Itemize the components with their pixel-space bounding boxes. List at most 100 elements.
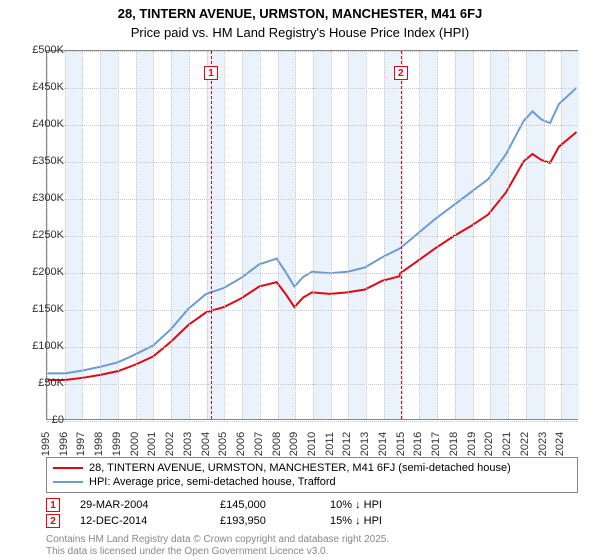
gridline-vertical — [544, 51, 545, 419]
gridline-horizontal — [47, 88, 577, 89]
plot-area: 12 — [46, 50, 578, 420]
gridline-vertical — [313, 51, 314, 419]
x-tick-label: 1999 — [111, 432, 123, 456]
x-tick-label: 2003 — [182, 432, 194, 456]
x-tick-label: 2014 — [377, 432, 389, 456]
event-row: 212-DEC-2014£193,95015% ↓ HPI — [46, 513, 578, 529]
y-tick-label: £450K — [22, 81, 64, 93]
y-tick-label: £0 — [22, 414, 64, 426]
footer-line2: This data is licensed under the Open Gov… — [46, 546, 389, 558]
x-tick-label: 2023 — [537, 432, 549, 456]
gridline-horizontal — [47, 125, 577, 126]
gridline-vertical — [278, 51, 279, 419]
event-marker-line — [401, 51, 402, 419]
event-price: £145,000 — [220, 499, 330, 511]
gridline-vertical — [366, 51, 367, 419]
gridline-vertical — [65, 51, 66, 419]
gridline-vertical — [153, 51, 154, 419]
x-tick-label: 2005 — [217, 432, 229, 456]
event-diff: 15% ↓ HPI — [330, 515, 430, 527]
x-tick-label: 2010 — [306, 432, 318, 456]
x-tick-label: 2017 — [430, 432, 442, 456]
x-tick-label: 2024 — [554, 432, 566, 456]
x-tick-label: 2002 — [164, 432, 176, 456]
y-tick-label: £350K — [22, 155, 64, 167]
gridline-vertical — [419, 51, 420, 419]
x-tick-label: 2020 — [483, 432, 495, 456]
legend-label: HPI: Average price, semi-detached house,… — [89, 476, 336, 488]
event-id-box: 1 — [46, 498, 60, 512]
x-tick-label: 2007 — [253, 432, 265, 456]
footer-attribution: Contains HM Land Registry data © Crown c… — [46, 534, 389, 558]
event-marker-box: 1 — [204, 66, 218, 80]
event-table: 1 29-MAR-2004£145,00010% ↓ HPI 2 12-DEC-201… — [46, 497, 578, 529]
x-tick-label: 2013 — [359, 432, 371, 456]
event-id-box: 2 — [46, 514, 60, 528]
gridline-vertical — [561, 51, 562, 419]
gridline-vertical — [490, 51, 491, 419]
gridline-vertical — [171, 51, 172, 419]
legend-row: HPI: Average price, semi-detached house,… — [53, 475, 571, 489]
y-tick-label: £300K — [22, 192, 64, 204]
line-series-svg — [47, 51, 577, 419]
event-diff: 10% ↓ HPI — [330, 499, 430, 511]
gridline-horizontal — [47, 384, 577, 385]
event-marker-box: 2 — [394, 66, 408, 80]
event-date: 12-DEC-2014 — [80, 515, 220, 527]
legend-swatch — [53, 467, 83, 469]
x-tick-label: 1998 — [93, 432, 105, 456]
legend-swatch — [53, 481, 83, 483]
gridline-horizontal — [47, 236, 577, 237]
gridline-vertical — [402, 51, 403, 419]
chart-subtitle: Price paid vs. HM Land Registry's House … — [0, 23, 600, 40]
gridline-horizontal — [47, 199, 577, 200]
gridline-vertical — [260, 51, 261, 419]
x-tick-label: 2006 — [235, 432, 247, 456]
gridline-vertical — [224, 51, 225, 419]
gridline-horizontal — [47, 347, 577, 348]
x-tick-label: 2004 — [200, 432, 212, 456]
gridline-horizontal — [47, 310, 577, 311]
gridline-vertical — [526, 51, 527, 419]
x-tick-label: 2011 — [324, 432, 336, 456]
gridline-vertical — [189, 51, 190, 419]
gridline-vertical — [100, 51, 101, 419]
x-tick-label: 2008 — [271, 432, 283, 456]
legend-row: 28, TINTERN AVENUE, URMSTON, MANCHESTER,… — [53, 461, 571, 475]
gridline-vertical — [207, 51, 208, 419]
x-tick-label: 1995 — [40, 432, 52, 456]
gridline-horizontal — [47, 421, 577, 422]
series-hpi — [47, 88, 576, 374]
x-tick-label: 2015 — [395, 432, 407, 456]
x-tick-label: 2022 — [519, 432, 531, 456]
gridline-vertical — [508, 51, 509, 419]
x-tick-label: 1996 — [58, 432, 70, 456]
y-tick-label: £200K — [22, 266, 64, 278]
event-date: 29-MAR-2004 — [80, 499, 220, 511]
gridline-vertical — [331, 51, 332, 419]
gridline-vertical — [118, 51, 119, 419]
chart-container: 28, TINTERN AVENUE, URMSTON, MANCHESTER,… — [0, 0, 600, 560]
gridline-vertical — [455, 51, 456, 419]
legend-label: 28, TINTERN AVENUE, URMSTON, MANCHESTER,… — [89, 462, 511, 474]
event-marker-line — [211, 51, 212, 419]
y-tick-label: £100K — [22, 340, 64, 352]
event-row: 1 29-MAR-2004£145,00010% ↓ HPI — [46, 497, 578, 513]
x-tick-label: 2009 — [288, 432, 300, 456]
gridline-vertical — [384, 51, 385, 419]
y-tick-label: £150K — [22, 303, 64, 315]
gridline-vertical — [136, 51, 137, 419]
x-tick-label: 2001 — [146, 432, 158, 456]
y-tick-label: £400K — [22, 118, 64, 130]
gridline-vertical — [242, 51, 243, 419]
series-address — [47, 132, 576, 380]
x-tick-label: 2000 — [129, 432, 141, 456]
gridline-vertical — [82, 51, 83, 419]
gridline-horizontal — [47, 51, 577, 52]
legend: 28, TINTERN AVENUE, URMSTON, MANCHESTER,… — [46, 457, 578, 493]
footer-line1: Contains HM Land Registry data © Crown c… — [46, 534, 389, 546]
y-tick-label: £50K — [22, 377, 64, 389]
x-tick-label: 2016 — [412, 432, 424, 456]
gridline-vertical — [348, 51, 349, 419]
x-tick-label: 2018 — [448, 432, 460, 456]
